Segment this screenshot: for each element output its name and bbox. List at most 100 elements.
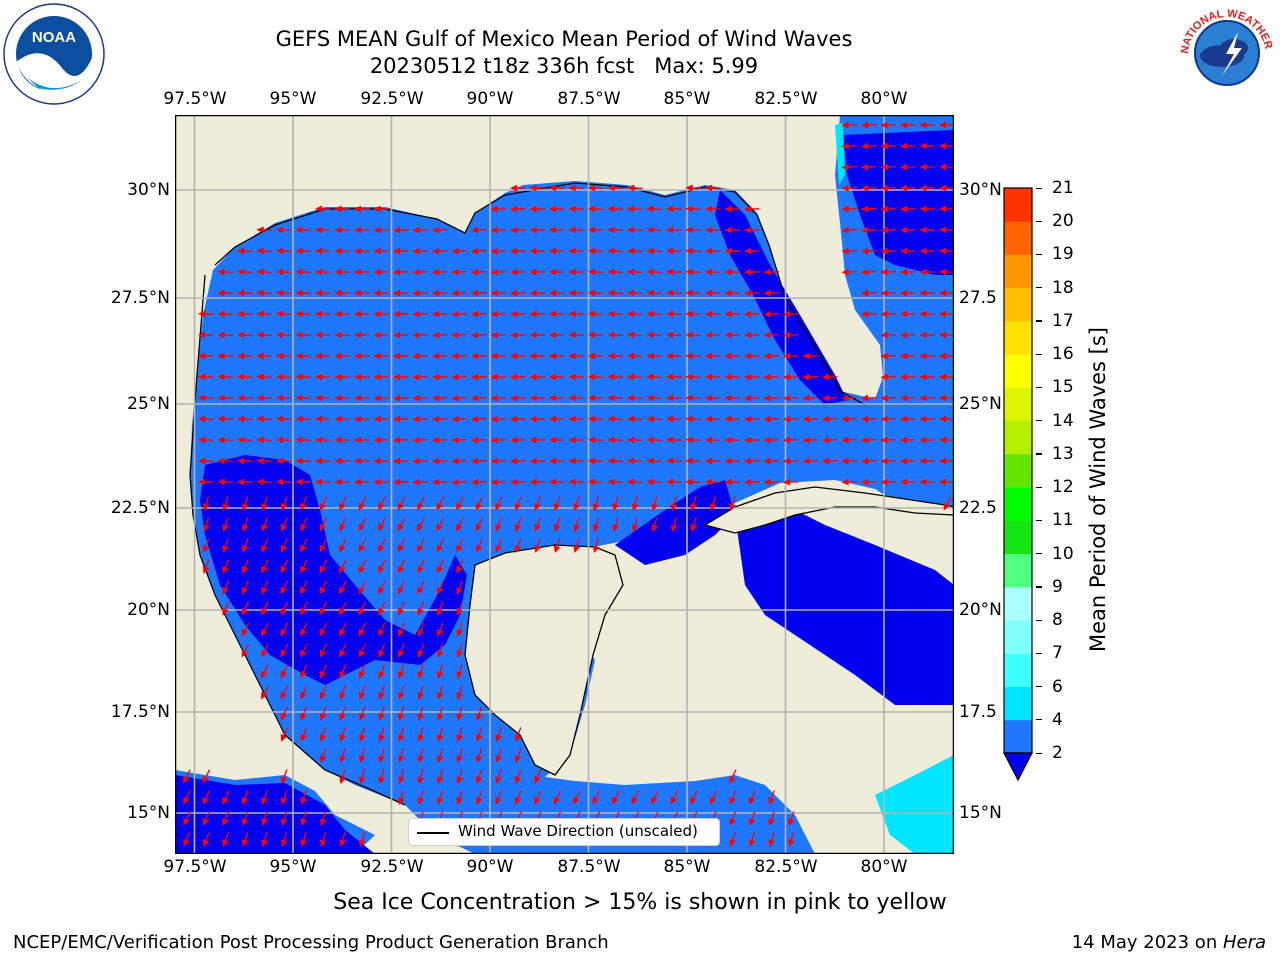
lat-label: 22.5°N <box>110 498 170 518</box>
wind-wave-arrowhead <box>938 205 947 213</box>
wind-wave-arrowhead <box>568 184 576 192</box>
wind-wave-arrowhead <box>295 415 303 423</box>
wind-wave-arrowhead <box>276 289 284 297</box>
wind-wave-arrowhead <box>724 352 732 360</box>
wind-wave-arrowhead <box>393 415 401 423</box>
wind-wave-arrowhead <box>548 205 557 213</box>
wind-wave-arrowhead <box>666 415 674 423</box>
wind-wave-arrowhead <box>743 226 752 234</box>
wind-wave-arrowhead <box>529 310 537 318</box>
wind-wave-arrowhead <box>300 649 307 658</box>
wind-wave-arrowhead <box>783 415 791 423</box>
wind-wave-arrowhead <box>822 415 830 423</box>
wind-wave-arrowhead <box>378 502 385 511</box>
wind-wave-arrowhead <box>300 565 307 574</box>
lon-label: 97.5°W <box>163 857 227 877</box>
wind-wave-arrowhead <box>280 544 288 553</box>
wind-wave-arrowhead <box>183 838 190 847</box>
wind-wave-arrowhead <box>938 436 947 444</box>
wind-wave-arrowhead <box>397 692 405 701</box>
wind-wave-arrowhead <box>417 755 424 764</box>
wind-wave-arrowhead <box>373 310 381 318</box>
wind-wave-arrowhead <box>510 205 518 213</box>
wind-wave-arrowhead <box>592 545 600 554</box>
wind-wave-arrowhead <box>315 352 323 360</box>
wind-wave-arrowhead <box>763 436 771 444</box>
svg-text:NOAA: NOAA <box>32 29 76 46</box>
wind-wave-arrowhead <box>280 607 287 616</box>
wind-wave-arrowhead <box>432 415 440 423</box>
wind-wave-arrowhead <box>607 394 615 402</box>
wind-wave-arrowhead <box>588 394 596 402</box>
wind-wave-arrowhead <box>861 394 869 402</box>
footer-left: NCEP/EMC/Verification Post Processing Pr… <box>13 932 609 953</box>
wind-wave-arrowhead <box>919 394 927 402</box>
wind-wave-arrowhead <box>919 121 927 129</box>
wind-wave-arrowhead <box>456 671 463 680</box>
wind-wave-arrowhead <box>787 839 795 848</box>
colorbar <box>1003 187 1033 782</box>
wind-wave-arrowhead <box>456 650 463 659</box>
wind-wave-arrowhead <box>607 436 615 444</box>
wind-wave-arrowhead <box>510 478 518 486</box>
wind-wave-arrowhead <box>841 142 849 150</box>
wind-wave-arrowhead <box>261 586 268 595</box>
colorbar-tick-mark <box>1036 686 1042 688</box>
wind-wave-arrowhead <box>471 310 479 318</box>
wind-wave-arrowhead <box>841 205 849 213</box>
wind-wave-arrowhead <box>841 478 849 486</box>
wind-wave-arrowhead <box>627 373 635 381</box>
wind-wave-arrowhead <box>315 226 323 234</box>
wind-wave-arrowhead <box>353 268 362 276</box>
wind-wave-arrowhead <box>899 457 908 465</box>
wind-wave-arrowhead <box>919 205 927 213</box>
wind-wave-arrowhead <box>456 692 463 701</box>
wind-wave-arrowhead <box>822 436 830 444</box>
wind-wave-arrowhead <box>627 352 635 360</box>
wind-wave-arrowhead <box>315 457 323 465</box>
wind-wave-arrowhead <box>222 503 229 512</box>
wind-wave-arrowhead <box>592 796 599 805</box>
wind-wave-arrowhead <box>412 268 420 276</box>
wind-wave-arrowhead <box>768 818 775 827</box>
wind-wave-arrowhead <box>315 289 323 297</box>
wind-wave-arrowhead <box>397 607 405 616</box>
wind-wave-arrowhead <box>880 310 888 318</box>
wind-wave-arrowhead <box>861 289 869 297</box>
wind-wave-arrowhead <box>529 184 537 192</box>
colorbar-block <box>1004 686 1032 721</box>
wind-wave-arrowhead <box>666 457 674 465</box>
wind-wave-arrowhead <box>222 796 229 805</box>
wind-wave-arrowhead <box>198 394 206 402</box>
wind-wave-arrowhead <box>861 121 869 129</box>
colorbar-tick-mark <box>1036 652 1042 654</box>
wind-wave-arrowhead <box>899 163 908 171</box>
wind-wave-arrowhead <box>938 457 947 465</box>
wind-wave-arrowhead <box>358 713 366 722</box>
wind-wave-arrowhead <box>607 289 615 297</box>
wind-wave-arrowhead <box>568 331 576 339</box>
wind-wave-arrowhead <box>666 352 674 360</box>
wind-wave-arrowhead <box>588 478 596 486</box>
wind-wave-arrowhead <box>880 331 888 339</box>
chart-subtitle: 20230512 t18z 336h fcst Max: 5.99 <box>369 54 759 78</box>
wind-wave-arrowhead <box>841 184 849 192</box>
wind-wave-arrowhead <box>237 331 245 339</box>
wind-wave-arrowhead <box>397 586 405 595</box>
wind-wave-arrowhead <box>334 394 342 402</box>
wind-wave-arrowhead <box>261 839 268 848</box>
chart-title: GEFS MEAN Gulf of Mexico Mean Period of … <box>275 27 853 51</box>
wind-wave-arrowhead <box>412 226 420 234</box>
wind-wave-arrowhead <box>451 415 459 423</box>
wind-wave-arrowhead <box>495 776 502 784</box>
wind-wave-arrowhead <box>938 247 947 255</box>
colorbar-block <box>1004 287 1032 322</box>
wind-wave-arrowhead <box>880 142 888 150</box>
colorbar-tick-mark <box>1036 553 1042 555</box>
wind-wave-arrowhead <box>880 184 888 192</box>
wind-wave-arrowhead <box>373 205 381 213</box>
wind-wave-arrowhead <box>432 478 440 486</box>
wind-wave-arrowhead <box>393 268 401 276</box>
wind-wave-arrowhead <box>436 608 444 616</box>
wind-wave-arrowhead <box>529 394 537 402</box>
